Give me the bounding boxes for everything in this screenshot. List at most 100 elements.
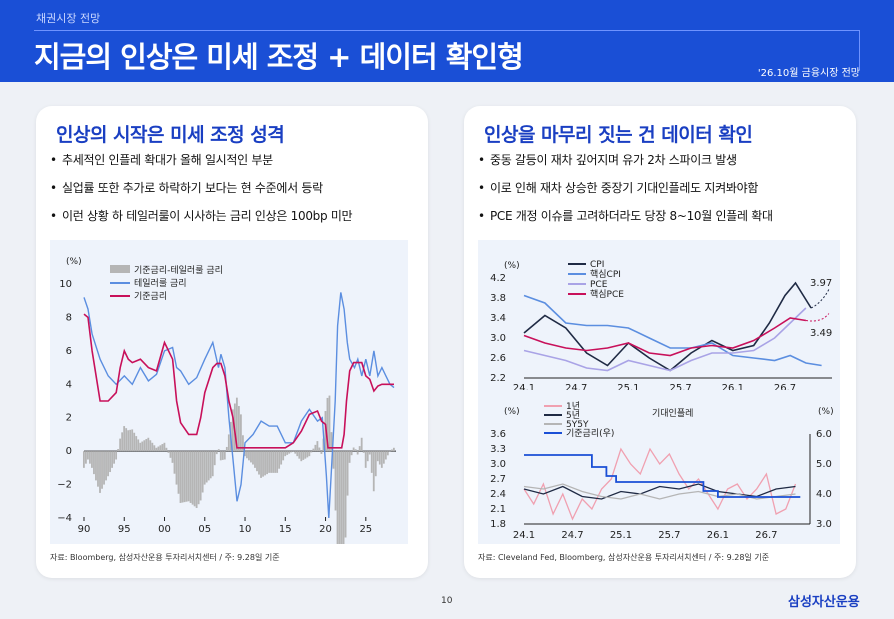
chart3-xtick-label: 26.1 — [707, 530, 729, 541]
chart1-gap-bar — [342, 451, 345, 581]
chart1-ytick-label: 0 — [66, 446, 72, 457]
chart1-gap-bar — [282, 451, 285, 461]
chart1-gap-bar — [358, 446, 361, 452]
chart1-xtick-label: 05 — [198, 524, 211, 535]
chart1-unit-label: (%) — [66, 257, 82, 267]
chart1-ytick-label: 8 — [66, 312, 72, 323]
chart2-legend-label: CPI — [590, 260, 604, 270]
header-divider — [34, 30, 860, 31]
chart1-gap-bar — [330, 432, 333, 452]
chart1-gap-bar — [310, 451, 313, 453]
chart1-gap-bar — [314, 444, 317, 452]
page-number: 10 — [441, 596, 453, 606]
bullet-item: • PCE 개정 이슈를 고려하더라도 당장 8~10월 인플레 확대 — [478, 208, 773, 236]
chart2-annotation: 3.49 — [810, 328, 832, 339]
chart1-gap-bar — [272, 451, 275, 473]
chart1-gap-bar — [244, 451, 246, 457]
chart3-legend-label: 5년 — [566, 410, 580, 421]
chart1-gap-bar — [268, 451, 270, 473]
chart2-projection-line — [810, 289, 830, 309]
header-bar: 채권시장 전망 지금의 인상은 미세 조정 + 데이터 확인형 '26.10월 … — [0, 0, 894, 82]
inflation-chart: (%) 4.2 3.8 3.4 3.0 2.6 2.2 24.1 24.7 25.1 25.7 26.… — [490, 260, 832, 390]
chart1-gap-bar — [304, 451, 307, 459]
chart1-gap-bar — [107, 451, 109, 477]
chart1-gap-bar — [209, 451, 212, 479]
chart1-gap-bar — [237, 406, 240, 452]
chart1-gap-bar — [300, 451, 303, 462]
chart1-gap-bar — [151, 442, 154, 452]
chart1-gap-bar — [82, 451, 85, 468]
chart1-gap-bar — [159, 445, 162, 452]
chart1-gap-bar — [153, 445, 156, 452]
chart1-gap-bar — [340, 451, 343, 603]
chart1-gap-bar — [187, 451, 190, 502]
chart1-gap-bar — [276, 451, 279, 473]
chart1-gap-bar — [370, 451, 373, 473]
bullet-dot-icon: • — [478, 209, 485, 223]
chart3-xtick-label: 24.1 — [513, 530, 535, 541]
chart1-gap-bar — [242, 435, 244, 452]
chart1-gap-bar — [316, 441, 319, 452]
expected-inflation-chart: (%) (%) 기대인플레 3.6 3.3 3.0 2.7 2.4 2.1 1.8 6.0 5.0 4.… — [490, 401, 834, 541]
chart1-gap-bar — [284, 451, 287, 457]
chart3-ytick-label: 3.6 — [490, 429, 506, 440]
right-panel-title: 인상을 마무리 짓는 건 데이터 확인 — [484, 124, 753, 146]
chart1-gap-bar — [203, 451, 206, 485]
chart1-gap-bar — [177, 451, 180, 494]
chart3-ytick-right-label: 6.0 — [816, 429, 832, 440]
chart3-unit-right: (%) — [818, 407, 834, 417]
chart2-ytick-label: 2.6 — [490, 353, 506, 364]
chart1-gap-bar — [103, 451, 105, 485]
chart1-gap-bar — [380, 451, 383, 468]
chart1-gap-bar — [294, 451, 297, 454]
chart2-xtick-label: 26.7 — [774, 383, 796, 390]
bullet-item: • 중동 갈등이 재차 깊어지며 유가 2차 스파이크 발생 — [478, 152, 773, 180]
chart1-ytick-label: 6 — [66, 346, 72, 357]
chart2-legend-label: PCE — [590, 280, 608, 290]
bullet-dot-icon: • — [50, 181, 57, 195]
chart1-gap-bar — [211, 451, 214, 477]
chart2-xtick-label: 24.1 — [513, 383, 535, 390]
chart1-gap-bar — [113, 451, 115, 464]
chart1-gap-bar — [376, 451, 379, 462]
chart3-legend-label: 5Y5Y — [566, 420, 589, 430]
chart2-series-line — [523, 307, 807, 372]
chart1-gap-bar — [386, 451, 389, 456]
chart3-legend-label: 1년 — [566, 401, 580, 412]
chart1-gap-bar — [344, 451, 347, 538]
chart1-gap-bar — [143, 440, 146, 452]
chart1-legend-label: 기준금리-테일러룰 금리 — [134, 265, 223, 276]
chart1-gap-bar — [382, 451, 385, 464]
chart1-gap-bar — [181, 451, 184, 503]
chart1-gap-bar — [217, 449, 220, 452]
chart1-legend-label: 테일러룰 금리 — [134, 278, 187, 289]
chart3-ytick-right-label: 4.0 — [816, 489, 832, 500]
chart1-gap-bar — [354, 449, 357, 452]
chart1-gap-bar — [231, 409, 234, 452]
chart2-legend-label: 핵심PCE — [590, 288, 624, 300]
chart1-gap-bar — [368, 451, 371, 455]
chart3-ytick-label: 2.1 — [490, 504, 506, 515]
chart1-gap-bar — [246, 451, 248, 459]
chart1-ytick-label: 10 — [59, 279, 72, 290]
chart1-gap-bar — [326, 397, 329, 452]
chart1-gap-bar — [175, 451, 178, 485]
chart1-gap-bar — [374, 451, 377, 477]
chart1-gap-bar — [248, 451, 250, 461]
chart1-gap-bar — [227, 434, 230, 452]
chart1-xtick-label: 20 — [319, 524, 332, 535]
chart2-xtick-label: 24.7 — [565, 383, 587, 390]
chart1-gap-bar — [105, 451, 107, 481]
chart1-gap-bar — [129, 429, 132, 452]
chart2-series-line — [523, 294, 822, 367]
chart3-series-line — [524, 454, 801, 498]
chart3-xtick-label: 24.7 — [561, 530, 583, 541]
chart1-gap-bar — [101, 451, 103, 489]
chart1-gap-bar — [87, 451, 89, 460]
chart1-gap-bar — [320, 451, 323, 454]
chart1-gap-bar — [312, 448, 315, 452]
chart1-gap-bar — [169, 451, 172, 458]
chart1-gap-bar — [123, 426, 126, 452]
chart1-gap-bar — [121, 432, 124, 452]
chart1-gap-bar — [109, 451, 111, 473]
